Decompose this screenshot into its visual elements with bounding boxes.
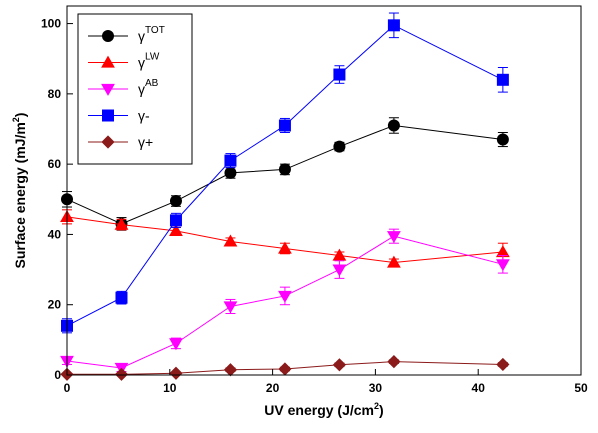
data-point [495, 259, 510, 272]
legend-marker [101, 135, 115, 149]
data-point [496, 73, 509, 86]
legend-label: γTOT [138, 25, 165, 44]
y-tick-label: 100 [41, 17, 61, 31]
data-point [278, 163, 291, 176]
series-1 [60, 209, 510, 268]
series-line [66, 124, 503, 225]
data-point [223, 234, 238, 247]
y-tick-label: 20 [48, 298, 62, 312]
x-tick-label: 50 [574, 381, 588, 395]
data-point [332, 248, 347, 261]
data-point [333, 140, 346, 153]
data-point [169, 195, 182, 208]
series-4 [60, 355, 510, 381]
data-point [278, 241, 292, 254]
x-tick-label: 30 [369, 381, 383, 395]
series-line [66, 235, 503, 369]
x-tick-label: 20 [266, 381, 280, 395]
data-point [169, 366, 183, 380]
data-point [387, 355, 401, 369]
series-line [66, 216, 503, 264]
data-point [387, 119, 400, 132]
data-point [223, 301, 238, 314]
data-point [278, 362, 292, 376]
y-tick-label: 0 [54, 368, 61, 382]
data-point [278, 119, 291, 132]
legend-label: γLW [138, 52, 160, 71]
legend-entry: γLW [88, 52, 160, 71]
data-point [496, 357, 510, 372]
data-point [114, 217, 129, 230]
series-0 [61, 117, 509, 231]
y-axis-title: Surface energy (mJ/m2) [11, 113, 28, 269]
data-point [387, 231, 401, 244]
data-point [333, 68, 346, 81]
y-tick-label: 60 [48, 157, 62, 171]
data-point [223, 363, 238, 377]
data-point [169, 224, 183, 237]
legend-entry: γ+ [88, 134, 153, 150]
x-tick-label: 0 [64, 381, 71, 395]
legend-label: γAB [138, 78, 159, 97]
data-point [496, 133, 509, 146]
data-point [169, 338, 183, 351]
legend-label: γ+ [138, 134, 153, 150]
y-tick-label: 40 [48, 227, 62, 241]
data-point [332, 264, 347, 277]
plot-frame [66, 5, 582, 376]
legend-marker [102, 30, 114, 42]
data-point [169, 214, 182, 227]
x-axis-title: UV energy (J/cm2) [264, 401, 383, 418]
x-tick-label: 10 [163, 381, 177, 395]
data-point [332, 358, 347, 372]
legend-label: γ- [138, 108, 150, 124]
data-point [224, 166, 237, 179]
series-line [66, 24, 504, 327]
data-point [224, 154, 237, 167]
data-point [278, 290, 292, 303]
data-point [495, 245, 510, 258]
axes: 0 10 20 30 40 50 0 20 40 60 80 100 UV energy (J/cm2)… [11, 17, 588, 418]
legend: γTOT γLW γAB γ-γ+ [77, 13, 193, 165]
legend-entry: γAB [88, 78, 159, 97]
data-point [114, 367, 129, 381]
y-tick-label: 80 [48, 87, 62, 101]
legend-marker [102, 109, 114, 122]
data-point [387, 19, 400, 32]
data-point [115, 291, 128, 304]
legend-entry: γ- [88, 108, 150, 124]
legend-entry: γTOT [88, 25, 165, 44]
legend-marker [101, 55, 115, 68]
series-line [67, 361, 503, 375]
legend-marker [101, 83, 115, 96]
data-point [387, 255, 401, 268]
x-tick-label: 40 [472, 381, 486, 395]
plot-area [60, 12, 510, 381]
